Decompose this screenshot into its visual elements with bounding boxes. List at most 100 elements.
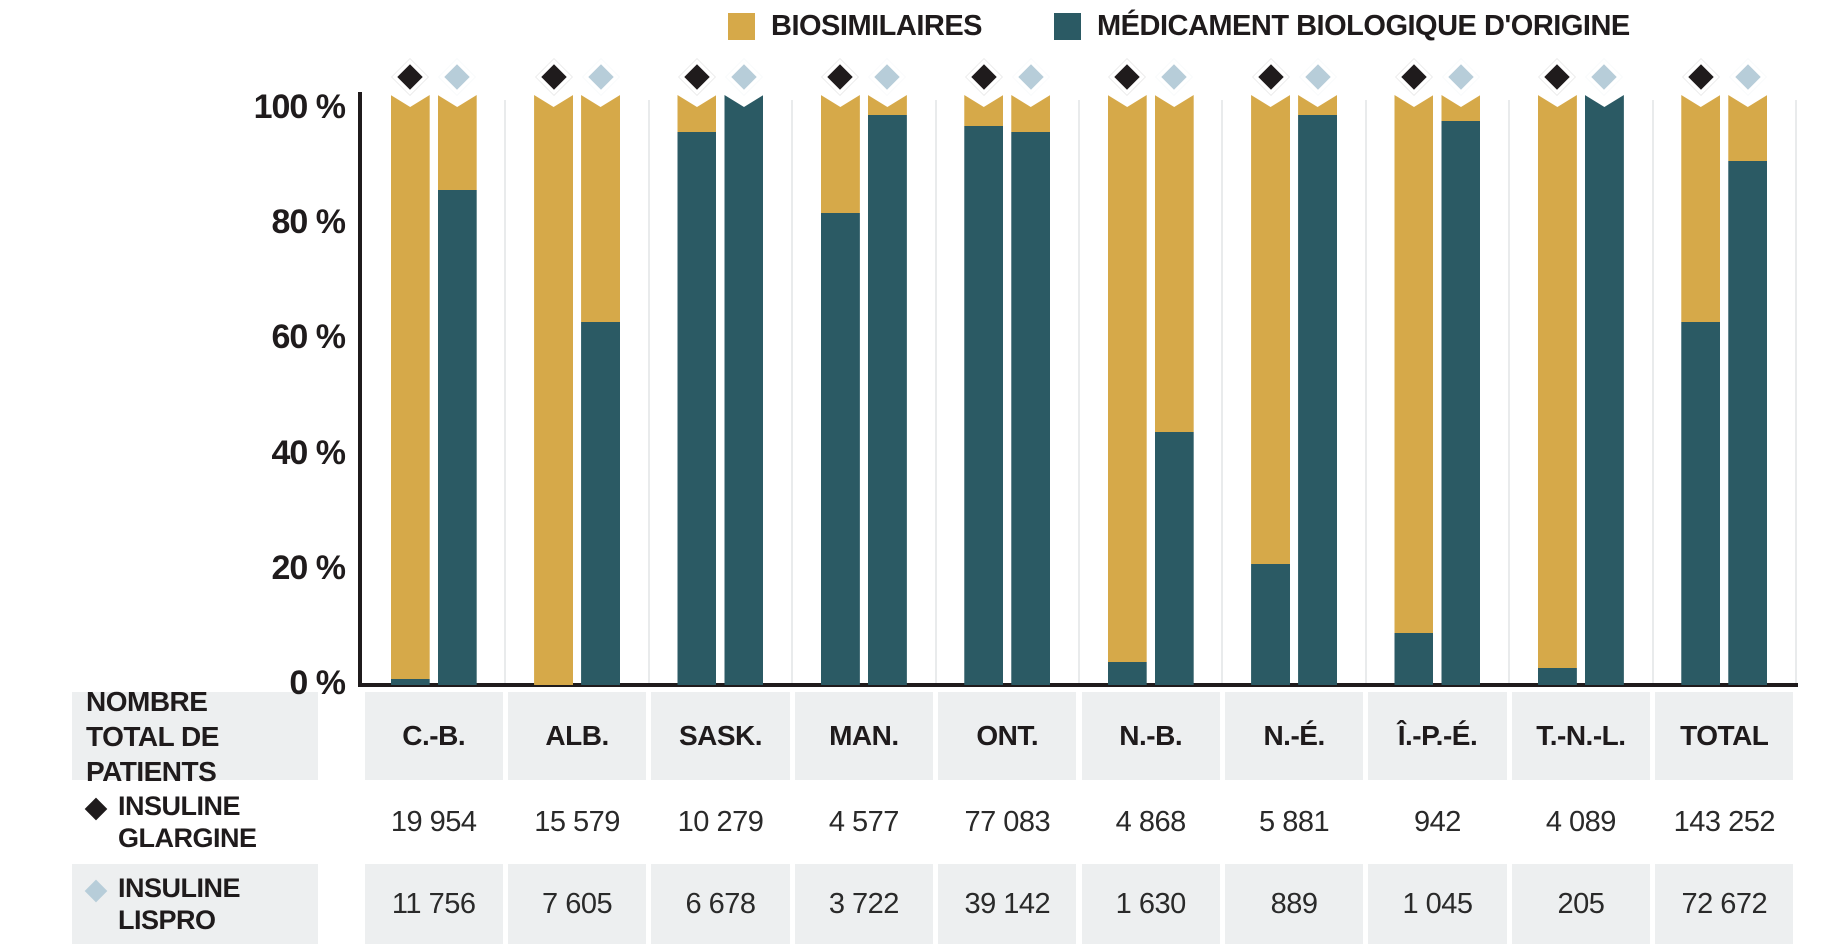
bar-C.-B.-glargine [390,58,430,685]
table-value-cell: 39 142 [938,864,1077,944]
y-axis-tick-label: 40 % [271,433,347,472]
stacked-bar [1584,95,1624,685]
table-header-col-N.-É.: N.-É. [1224,692,1364,780]
bar-group-N.-B. [1079,58,1222,685]
lightblue-diamond-icon [1299,58,1336,96]
black-diamond-icon [1395,58,1433,96]
y-axis-tick-label: 80 % [271,203,347,242]
group-separator [934,100,937,683]
lightblue-diamond-icon [725,58,763,96]
table-row-label: INSULINE GLARGINE [72,782,318,862]
lightblue-diamond-icon [1729,58,1767,96]
group-separator [1221,100,1224,683]
lightblue-diamond-icon [1442,58,1480,96]
black-diamond-icon [1252,58,1289,96]
lightblue-diamond-icon [582,58,619,96]
bar-group-Î.-P.-É. [1366,58,1509,685]
lightblue-diamond-icon [868,58,906,96]
table-value-cell: 19 954 [390,805,477,838]
table-value-cell: 4 089 [1545,805,1617,838]
group-separator [1078,100,1080,683]
table-value-cell: 3 722 [794,864,934,944]
bar-T.-N.-L.-glargine [1537,58,1577,685]
stacked-bar [724,95,764,685]
table-header-col-ALB.: ALB. [507,692,647,780]
table-value-cell: 1 630 [1081,864,1220,944]
black-diamond-icon [1108,58,1146,96]
bar-N.-É.-lispro [1298,58,1338,685]
stacked-bar [1011,95,1051,685]
bar-group-ALB. [505,58,648,685]
stacked-bar [1681,95,1721,685]
y-axis-line [358,92,362,687]
table-value-cell: 7 605 [507,864,647,944]
bar-group-MAN. [792,58,935,685]
table-value-cell: 205 [1511,864,1651,944]
black-diamond-icon [965,58,1003,96]
stacked-bar [581,95,621,685]
group-separator [1364,100,1367,683]
bar-N.-B.-glargine [1107,58,1147,685]
group-separator [1795,100,1797,683]
x-axis-line [358,683,1798,687]
bar-group-ONT. [936,58,1079,685]
table-value-cell: 10 279 [677,805,764,838]
stacked-bar [867,95,907,685]
black-diamond-icon [1682,58,1720,96]
stacked-bar [1441,95,1481,685]
stacked-bar [534,95,574,685]
bar-TOTAL-glargine [1681,58,1721,685]
stacked-bar [1537,95,1577,685]
table-header-label-text: NOMBRE TOTAL DE PATIENTS [86,685,219,787]
bar-C.-B.-lispro [437,58,477,685]
black-diamond-icon [535,58,572,96]
y-axis-tick-label: 20 % [271,548,347,587]
table-header-label: NOMBRE TOTAL DE PATIENTS [72,686,318,787]
table-header-col-N.-B.: N.-B. [1081,692,1220,780]
legend-label: BIOSIMILAIRES [771,10,983,42]
stacked-bar [677,95,717,685]
bar-group-SASK. [649,58,792,685]
legend-item-biosimilaires: BIOSIMILAIRES [728,10,983,43]
stacked-bar [964,95,1004,685]
table-header-col-ONT.: ONT. [938,692,1077,780]
legend-item-origine: MÉDICAMENT BIOLOGIQUE D'ORIGINE [1054,10,1630,43]
bar-ALB.-glargine [534,58,574,685]
stacked-bar [1298,95,1338,685]
black-diamond-icon [678,58,716,96]
bar-Î.-P.-É.-glargine [1394,58,1434,685]
y-axis-tick-label: 100 % [253,88,346,126]
lightblue-diamond-icon [1155,58,1193,96]
teal-square-icon [1054,13,1082,40]
stacked-bar [1728,95,1768,685]
bar-ONT.-glargine [964,58,1004,685]
table-value-cell: 5 881 [1259,805,1330,838]
lightblue-diamond-icon [438,58,476,96]
table-header-col-C.-B.: C.-B. [364,692,503,780]
table-header-col-T.-N.-L.: T.-N.-L. [1511,692,1651,780]
group-separator [1651,100,1654,683]
table-value-cell: 942 [1414,805,1461,838]
legend-label: MÉDICAMENT BIOLOGIQUE D'ORIGINE [1097,10,1630,42]
table-header-col-TOTAL: TOTAL [1655,692,1794,780]
group-separator [791,100,794,683]
bar-group-T.-N.-L. [1509,58,1652,685]
group-separator [504,100,507,683]
legend: BIOSIMILAIRES MÉDICAMENT BIOLOGIQUE D'OR… [728,10,1630,43]
bar-SASK.-lispro [724,58,764,685]
stacked-bar [1107,95,1147,685]
stacked-bar [1251,95,1291,685]
table-value-cell: 4 868 [1115,805,1187,838]
table-value-cell: 889 [1224,864,1364,944]
stacked-bar [1394,95,1434,685]
bar-group-C.-B. [362,58,505,685]
bar-Î.-P.-É.-lispro [1441,58,1481,685]
table-value-cell: 11 756 [364,864,503,944]
group-separator [647,100,650,683]
bar-TOTAL-lispro [1728,58,1768,685]
bar-MAN.-glargine [820,58,860,685]
row-label-text: INSULINE LISPRO [118,872,241,935]
bar-ALB.-lispro [581,58,621,685]
table-value-cell: 72 672 [1655,864,1794,944]
